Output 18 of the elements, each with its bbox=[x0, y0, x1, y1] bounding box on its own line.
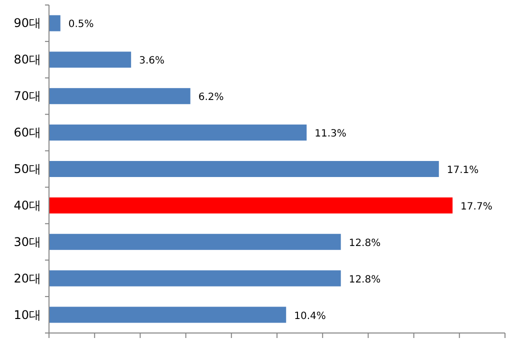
data-label: 3.6% bbox=[139, 56, 164, 67]
y-tick-label: 90대 bbox=[14, 16, 41, 30]
y-tick-label: 10대 bbox=[14, 308, 41, 322]
y-tick-label: 70대 bbox=[14, 89, 41, 104]
y-tick-label: 50대 bbox=[14, 162, 41, 176]
data-label: 0.5% bbox=[68, 19, 94, 30]
data-label: 12.8% bbox=[348, 274, 381, 286]
y-tick-label: 80대 bbox=[14, 52, 41, 67]
data-label: 12.8% bbox=[348, 238, 381, 249]
data-label: 17.7% bbox=[460, 201, 492, 212]
y-tick-label: 40대 bbox=[14, 198, 41, 212]
data-label: 17.1% bbox=[446, 165, 479, 176]
y-tick-label: 30대 bbox=[14, 234, 41, 249]
data-label: 6.2% bbox=[198, 92, 224, 104]
y-tick-label: 20대 bbox=[14, 271, 41, 286]
data-label: 10.4% bbox=[294, 310, 326, 322]
y-tick-label: 60대 bbox=[14, 126, 41, 140]
data-label: 11.3% bbox=[314, 128, 346, 140]
